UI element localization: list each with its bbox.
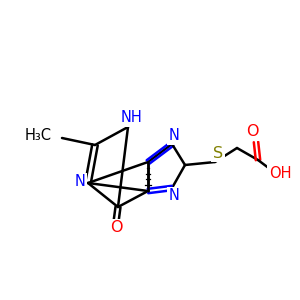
Text: N: N — [169, 128, 179, 143]
Text: N: N — [75, 175, 86, 190]
Text: O: O — [246, 124, 258, 140]
Text: NH: NH — [120, 110, 142, 125]
Text: OH: OH — [269, 167, 291, 182]
Text: N: N — [169, 188, 179, 203]
Text: H₃C: H₃C — [25, 128, 52, 143]
Text: O: O — [110, 220, 122, 236]
Text: S: S — [213, 146, 223, 160]
